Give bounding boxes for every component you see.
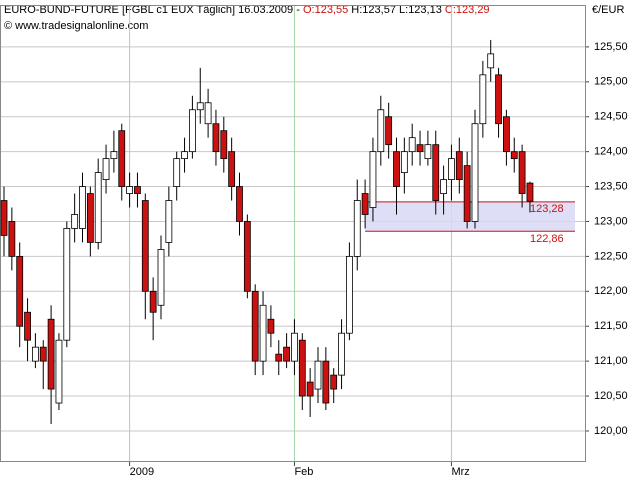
candle-body (463, 165, 471, 222)
candle-body (416, 144, 424, 153)
candle-body (487, 53, 495, 69)
candle-body (291, 332, 298, 362)
candle-body (71, 214, 79, 229)
candle-body (471, 123, 479, 222)
instrument: EURO-BUND-FUTURE [FGBL c1 EUX Täglich] (4, 4, 235, 16)
candle-body (353, 200, 361, 257)
candle-body (267, 318, 275, 334)
header: EURO-BUND-FUTURE [FGBL c1 EUX Täglich] 1… (4, 4, 490, 16)
candle-body (149, 290, 157, 313)
candle-body (322, 360, 330, 404)
candle-body (118, 130, 126, 187)
candle-body (369, 151, 377, 208)
candle-body (212, 123, 220, 153)
candle-body (377, 109, 385, 153)
candle-body (510, 151, 518, 160)
candle-body (173, 158, 181, 187)
candle-body (79, 186, 86, 229)
x-tick-label: Feb (294, 466, 313, 478)
source: © www.tradesignalonline.com (4, 20, 148, 32)
candle-body (306, 381, 314, 397)
unit: €/EUR (592, 4, 624, 16)
y-tick-label: 123,00 (594, 215, 628, 227)
candle-body (455, 151, 463, 180)
candle-body (141, 200, 149, 292)
candle-body (400, 151, 408, 173)
candle-body (24, 311, 31, 341)
candle-body (518, 151, 526, 194)
candle-body (393, 151, 400, 187)
candle-body (259, 304, 267, 362)
y-tick-label: 120,50 (594, 390, 628, 402)
candle-body (424, 144, 432, 160)
y-tick-label: 124,00 (594, 146, 628, 158)
candle-body (188, 109, 196, 153)
candle-body (134, 186, 141, 194)
candle-body (236, 186, 243, 222)
candle-body (55, 339, 63, 404)
candle-body (361, 193, 369, 215)
candle-body (165, 200, 173, 243)
candle-body (94, 172, 102, 243)
plot-frame (0, 5, 586, 462)
candle-body (298, 339, 306, 397)
candle-body (39, 346, 47, 362)
y-tick-label: 120,00 (594, 425, 628, 437)
candle-body (8, 221, 16, 257)
candle-body (204, 102, 212, 125)
x-tick-label: 2009 (130, 466, 154, 478)
candle-body (86, 193, 94, 243)
candle-body (408, 137, 416, 153)
candle-body (251, 290, 259, 362)
high-value: H:123,57 (351, 4, 396, 16)
candle-body (16, 255, 24, 327)
candle-body (102, 158, 110, 180)
separator: - (296, 4, 300, 16)
candle-body (0, 200, 8, 236)
candle-body (283, 346, 291, 362)
y-tick-label: 125,50 (594, 41, 628, 53)
y-tick-label: 121,00 (594, 355, 628, 367)
y-tick-label: 122,50 (594, 250, 628, 262)
low-value: L:123,13 (399, 4, 442, 16)
zone-high-label: 123,28 (530, 203, 564, 215)
candle-body (243, 221, 251, 292)
candle-body (47, 318, 55, 390)
candle-body (526, 182, 534, 202)
date: 16.03.2009 (238, 4, 293, 16)
y-tick-label: 121,50 (594, 320, 628, 332)
candle-body (432, 144, 440, 201)
y-tick-label: 122,00 (594, 285, 628, 297)
candle-body (126, 186, 133, 194)
candle-body (314, 360, 322, 390)
candle-body (338, 332, 345, 376)
candle-body (345, 255, 353, 334)
candle-body (495, 74, 502, 125)
candle-body (385, 116, 393, 146)
candle-body (275, 353, 283, 362)
y-tick-label: 123,50 (594, 180, 628, 192)
candle-body (196, 102, 204, 111)
candle-body (220, 130, 228, 160)
candle-body (63, 228, 71, 341)
candle-body (440, 179, 448, 194)
candle-body (110, 151, 118, 160)
candle-body (502, 116, 510, 153)
y-tick-label: 124,50 (594, 111, 628, 123)
candle-body (448, 158, 455, 180)
candle-body (32, 346, 39, 362)
close-value: C:123,29 (445, 4, 490, 16)
candle-body (330, 374, 338, 390)
candle-body (228, 151, 236, 187)
candle-body (157, 249, 165, 306)
open-value: O:123,55 (303, 4, 348, 16)
candle-body (479, 74, 487, 125)
candle-body (181, 151, 188, 160)
zone-low-label: 122,86 (530, 233, 564, 245)
x-tick-label: Mrz (451, 466, 469, 478)
y-tick-label: 125,00 (594, 76, 628, 88)
